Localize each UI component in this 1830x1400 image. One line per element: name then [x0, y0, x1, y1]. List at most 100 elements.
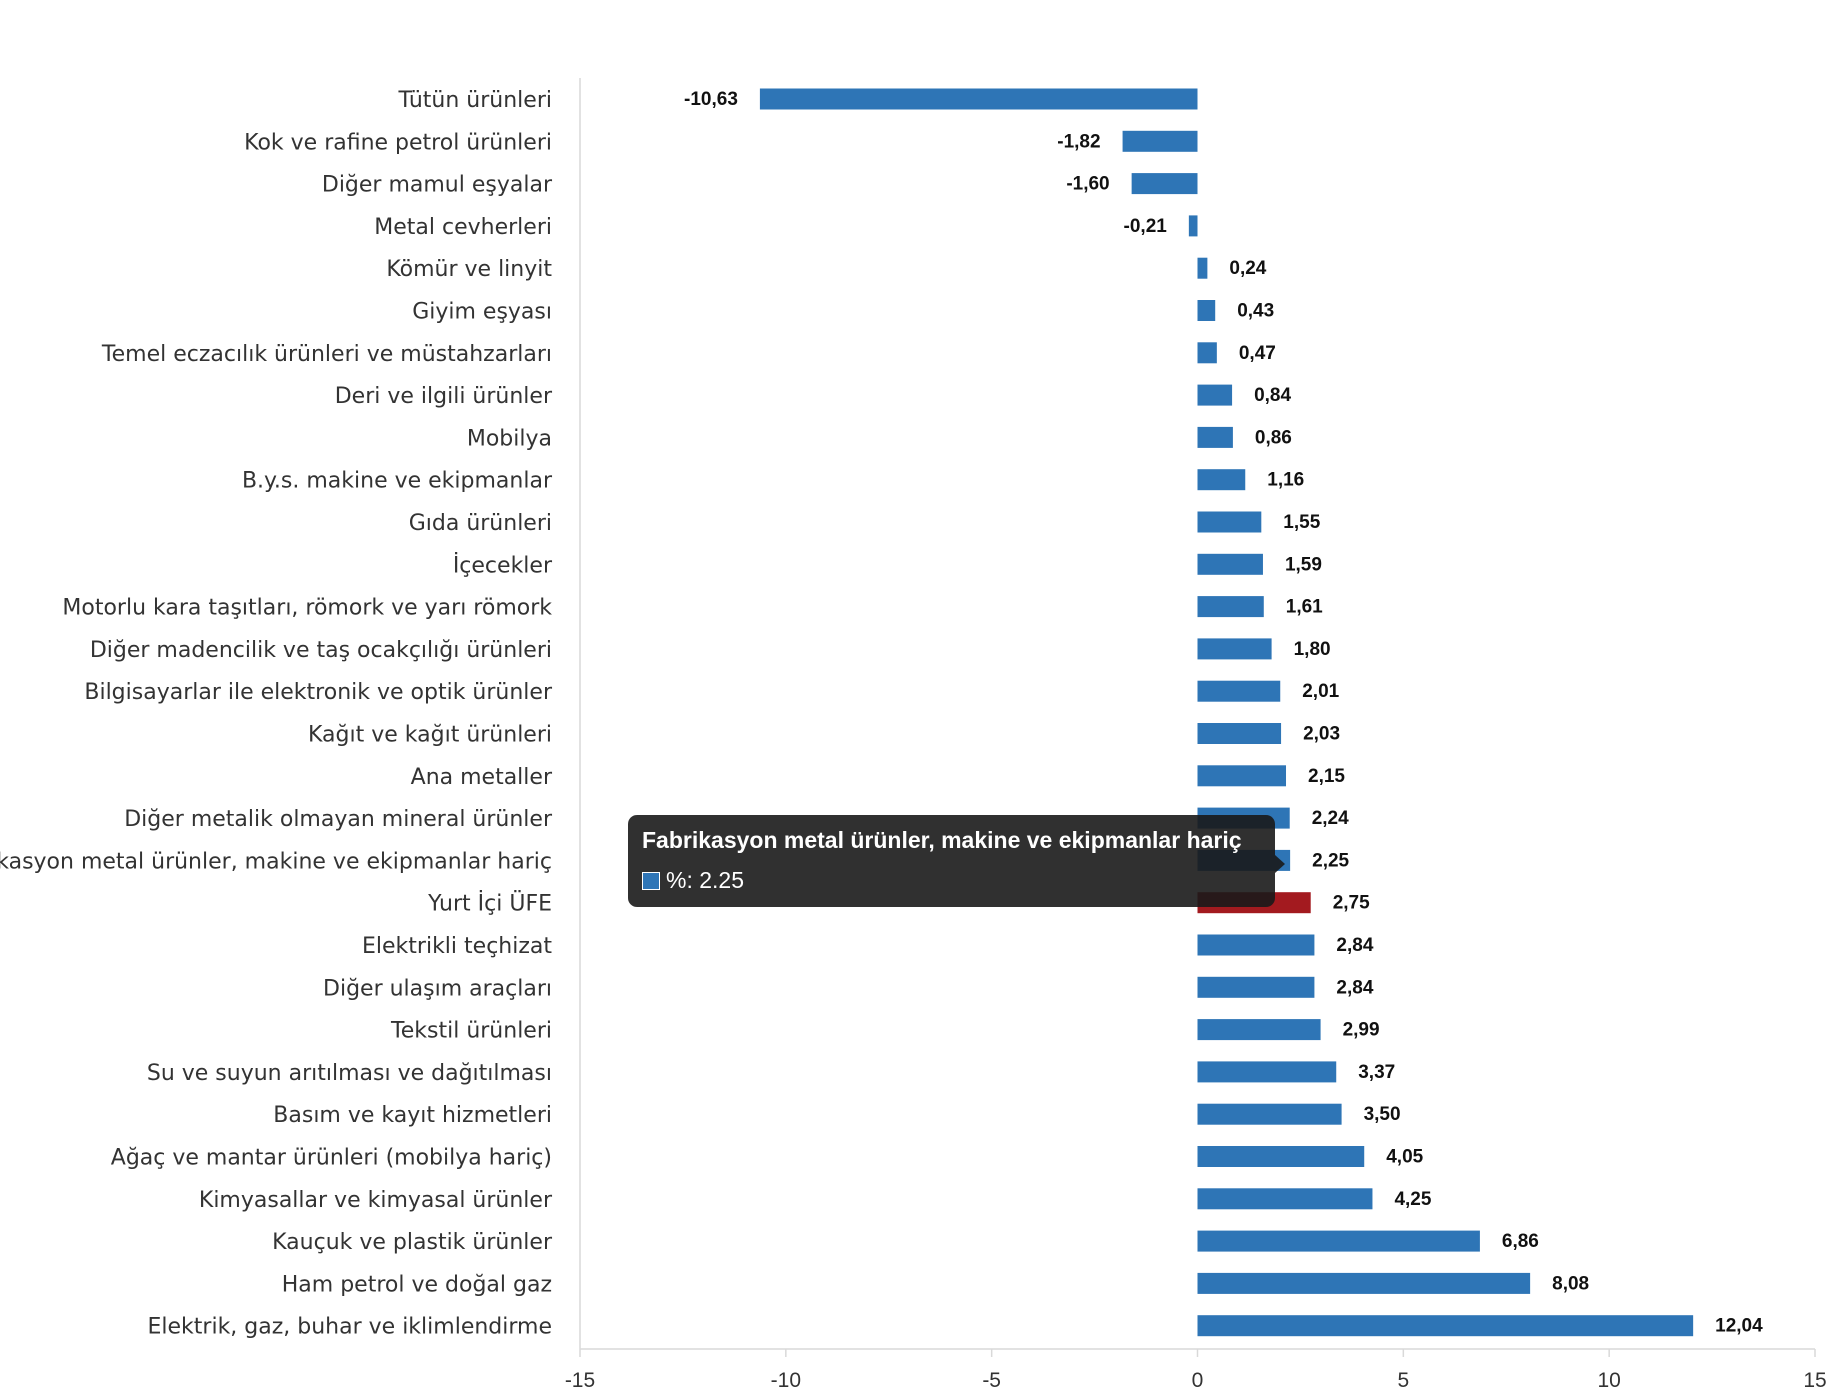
data-label: 12,04	[1715, 1316, 1763, 1337]
data-label: 1,16	[1267, 470, 1304, 491]
data-label: 2,25	[1312, 850, 1349, 871]
bar	[1131, 173, 1198, 195]
x-tick-label: 15	[1803, 1369, 1826, 1392]
chart-tooltip: Fabrikasyon metal ürünler, makine ve eki…	[628, 815, 1285, 907]
bar	[1197, 300, 1216, 321]
x-tick-label: -10	[771, 1369, 801, 1392]
data-label: 2,24	[1312, 808, 1349, 829]
data-label: 6,86	[1502, 1231, 1539, 1252]
data-label: 1,59	[1285, 554, 1322, 575]
bar	[1188, 215, 1198, 237]
bar	[1197, 384, 1233, 406]
bar	[1197, 723, 1282, 744]
data-label: 0,24	[1229, 258, 1266, 279]
bar	[1197, 426, 1233, 448]
tooltip-pointer	[1275, 855, 1285, 873]
bar	[1197, 1272, 1531, 1294]
bar	[1197, 257, 1208, 279]
bar	[1197, 596, 1264, 618]
data-label: 3,37	[1358, 1062, 1395, 1083]
bar	[1197, 1146, 1365, 1167]
bar	[1197, 553, 1263, 575]
data-label: 1,55	[1283, 512, 1320, 533]
category-label: Diğer madencilik ve taş ocakçılığı ürünl…	[90, 638, 552, 663]
category-label: Deri ve ilgili ürünler	[335, 384, 553, 409]
category-label: İçecekler	[453, 552, 553, 578]
bar	[1197, 934, 1315, 956]
category-label: Kauçuk ve plastik ürünler	[272, 1230, 553, 1255]
category-label: Temel eczacılık ürünleri ve müstahzarlar…	[101, 342, 552, 367]
data-label: 2,99	[1343, 1020, 1380, 1041]
tooltip-series-swatch	[642, 871, 660, 890]
category-label: Ağaç ve mantar ürünleri (mobilya hariç)	[111, 1146, 552, 1171]
category-label: Kağıt ve kağıt ürünleri	[308, 723, 552, 748]
category-label: Basım ve kayıt hizmetleri	[273, 1103, 552, 1128]
bar	[1197, 1103, 1342, 1125]
bar	[1197, 1019, 1321, 1041]
data-label: 2,03	[1303, 724, 1340, 745]
tooltip-value-row: %: 2.25	[642, 867, 1261, 894]
data-label: -1,60	[1066, 174, 1109, 195]
data-label: 2,75	[1333, 893, 1370, 914]
x-tick-label: 0	[1192, 1369, 1204, 1392]
x-tick-label: -15	[565, 1369, 595, 1392]
category-label: Elektrik, gaz, buhar ve iklimlendirme	[148, 1315, 553, 1340]
x-tick-label: 10	[1597, 1369, 1620, 1392]
category-label: Gıda ürünleri	[409, 511, 552, 536]
category-label: Kok ve rafine petrol ürünleri	[244, 130, 552, 155]
tooltip-title: Fabrikasyon metal ürünler, makine ve eki…	[642, 827, 1242, 853]
data-label: 2,01	[1302, 681, 1339, 702]
data-label: 3,50	[1364, 1104, 1401, 1125]
category-label: Kömür ve linyit	[386, 257, 552, 282]
bar	[1197, 342, 1217, 364]
category-label: Diğer metalik olmayan mineral ürünler	[124, 807, 553, 832]
category-label: Metal cevherleri	[374, 215, 552, 240]
bar	[1197, 1061, 1337, 1083]
bar	[1197, 638, 1272, 660]
category-label: Tekstil ürünleri	[390, 1019, 552, 1044]
category-label: Kimyasallar ve kimyasal ürünler	[199, 1188, 553, 1213]
bar	[1197, 1315, 1694, 1337]
category-label: Su ve suyun arıtılması ve dağıtılması	[147, 1061, 552, 1086]
tooltip-value: %: 2.25	[666, 867, 744, 893]
data-label: 0,84	[1254, 385, 1291, 406]
category-label: Fabrikasyon metal ürünler, makine ve eki…	[0, 849, 552, 874]
data-label: 4,25	[1394, 1189, 1431, 1210]
category-label: Elektrikli teçhizat	[362, 934, 552, 959]
category-label: Mobilya	[467, 426, 552, 451]
data-label: 1,80	[1294, 639, 1331, 660]
data-label: -1,82	[1057, 131, 1100, 152]
category-label: Ana metaller	[411, 765, 553, 790]
x-tick-label: -5	[982, 1369, 1001, 1392]
bar	[1197, 976, 1315, 998]
bar	[1197, 1230, 1480, 1252]
data-label: 0,43	[1237, 301, 1274, 322]
data-label: 2,15	[1308, 766, 1345, 787]
data-label: 0,86	[1255, 427, 1292, 448]
category-label: Diğer ulaşım araçları	[323, 976, 552, 1001]
bar	[1197, 469, 1246, 491]
bar	[1197, 511, 1262, 533]
data-label: -10,63	[684, 89, 738, 110]
data-label: 2,84	[1336, 935, 1373, 956]
category-label: Ham petrol ve doğal gaz	[282, 1272, 552, 1297]
category-label: Bilgisayarlar ile elektronik ve optik ür…	[84, 680, 553, 705]
data-label: 2,84	[1336, 977, 1373, 998]
data-label: 8,08	[1552, 1273, 1589, 1294]
bar	[1197, 1188, 1373, 1210]
bar	[1197, 680, 1281, 702]
category-label: Giyim eşyası	[412, 300, 552, 325]
data-label: -0,21	[1124, 216, 1168, 237]
category-label: Diğer mamul eşyalar	[322, 173, 553, 198]
category-label: Tütün ürünleri	[397, 88, 552, 113]
category-label: Yurt İçi ÜFE	[427, 891, 552, 917]
category-label: B.y.s. makine ve ekipmanlar	[242, 469, 553, 494]
bar	[1197, 765, 1287, 787]
data-label: 1,61	[1286, 597, 1323, 618]
bar	[1122, 130, 1198, 152]
data-label: 0,47	[1239, 343, 1276, 364]
x-tick-label: 5	[1397, 1369, 1409, 1392]
bar	[759, 88, 1198, 110]
